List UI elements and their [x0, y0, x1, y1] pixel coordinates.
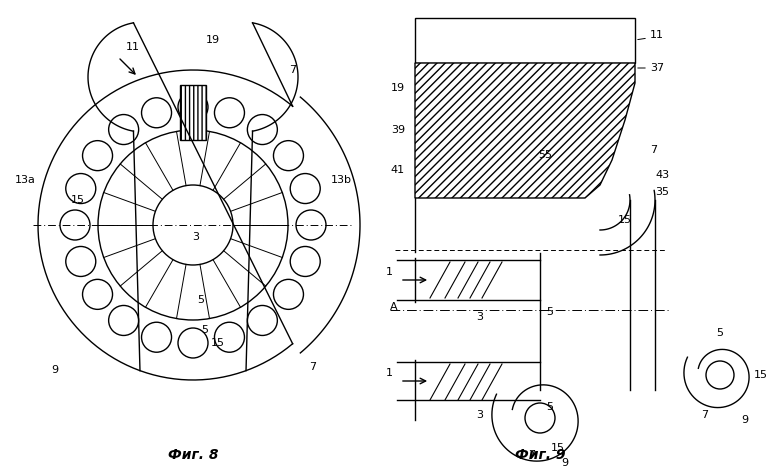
Text: 5: 5 — [547, 402, 554, 412]
Text: 15: 15 — [71, 195, 85, 205]
Polygon shape — [415, 63, 635, 198]
Text: 11: 11 — [126, 42, 140, 52]
Text: 5: 5 — [547, 307, 554, 317]
Text: 3: 3 — [477, 410, 484, 420]
Text: 9: 9 — [742, 415, 749, 425]
Text: 13b: 13b — [331, 175, 352, 185]
Text: 15: 15 — [551, 443, 565, 453]
Text: 55: 55 — [538, 150, 552, 160]
Text: 39: 39 — [391, 125, 405, 135]
Text: 1: 1 — [386, 267, 393, 277]
Text: 15: 15 — [754, 370, 768, 380]
Text: 5: 5 — [201, 325, 208, 335]
Text: 9: 9 — [562, 458, 569, 468]
Text: Фиг. 8: Фиг. 8 — [168, 448, 218, 462]
Text: A: A — [390, 302, 398, 312]
Text: 15: 15 — [618, 215, 632, 225]
Text: 9: 9 — [51, 365, 58, 375]
Text: 5: 5 — [197, 295, 204, 305]
Text: 7: 7 — [528, 450, 536, 460]
Text: 35: 35 — [655, 187, 669, 197]
Text: 3: 3 — [193, 232, 200, 242]
Text: 19: 19 — [391, 83, 405, 93]
Text: 1: 1 — [386, 368, 393, 378]
Text: 7: 7 — [289, 65, 296, 75]
Text: 7: 7 — [701, 410, 708, 420]
Text: 11: 11 — [650, 30, 664, 40]
Text: 37: 37 — [650, 63, 664, 73]
Text: 41: 41 — [391, 165, 405, 175]
Text: 7: 7 — [310, 362, 317, 372]
Text: 3: 3 — [477, 312, 484, 322]
Text: 19: 19 — [206, 35, 220, 45]
Text: 5: 5 — [717, 328, 724, 338]
Text: 43: 43 — [655, 170, 669, 180]
Text: 15: 15 — [211, 338, 225, 348]
Bar — [415, 18, 635, 63]
Text: 7: 7 — [650, 145, 657, 155]
Text: 13a: 13a — [15, 175, 35, 185]
Bar — [180, 85, 206, 140]
Text: Фиг. 9: Фиг. 9 — [515, 448, 566, 462]
